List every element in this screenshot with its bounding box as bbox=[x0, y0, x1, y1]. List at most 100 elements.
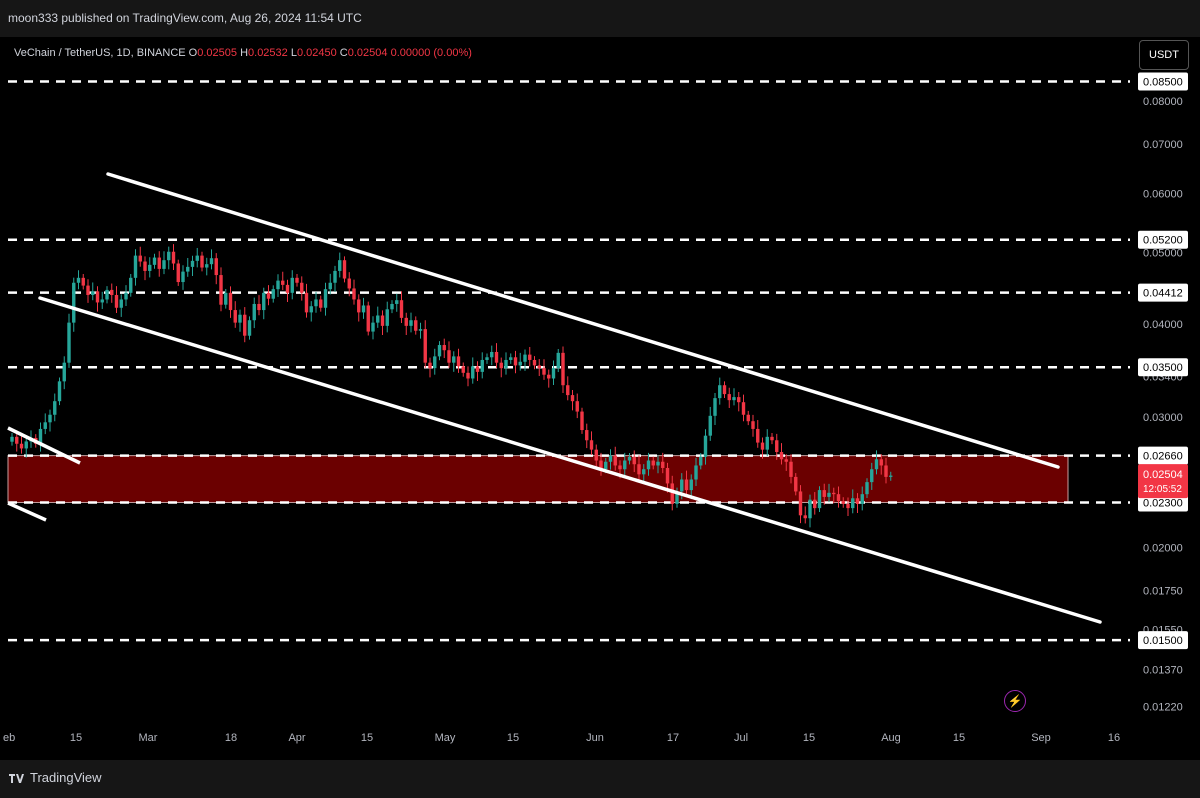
current-price-label: 0.02504 bbox=[1143, 469, 1183, 481]
candle bbox=[10, 432, 14, 446]
candle-body bbox=[855, 498, 860, 504]
candle-body bbox=[157, 257, 161, 269]
candle-body bbox=[675, 491, 679, 504]
candle bbox=[547, 369, 551, 388]
candle bbox=[803, 506, 807, 524]
candle bbox=[433, 348, 437, 375]
time-tick-label: 16 bbox=[1108, 732, 1120, 744]
candle-body bbox=[841, 501, 845, 504]
candle bbox=[832, 487, 836, 504]
candle bbox=[528, 346, 532, 367]
candle-body bbox=[238, 314, 242, 323]
candle-body bbox=[751, 421, 755, 429]
candle-body bbox=[770, 436, 774, 441]
candle bbox=[808, 494, 812, 528]
candle bbox=[594, 444, 598, 470]
lightning-icon[interactable]: ⚡ bbox=[1004, 690, 1026, 712]
candle bbox=[684, 470, 689, 496]
tradingview-logo[interactable]: TradingView bbox=[8, 770, 102, 785]
candle bbox=[870, 462, 874, 490]
candle bbox=[718, 377, 722, 405]
candle bbox=[456, 348, 461, 373]
candle-body bbox=[670, 483, 674, 504]
candle bbox=[846, 497, 850, 516]
candle bbox=[57, 377, 62, 406]
candle-body bbox=[494, 351, 499, 363]
candle-body bbox=[784, 459, 788, 462]
candle bbox=[119, 294, 123, 317]
candle bbox=[138, 246, 142, 267]
candle bbox=[504, 352, 508, 375]
price-chart[interactable]: 0.080000.070000.060000.050000.040000.034… bbox=[0, 37, 1200, 760]
candle-body bbox=[485, 357, 489, 360]
candle bbox=[228, 286, 233, 318]
candle-body bbox=[794, 476, 798, 492]
candle-body bbox=[594, 449, 598, 461]
candle-body bbox=[233, 310, 237, 323]
candle bbox=[713, 393, 717, 425]
candle bbox=[105, 286, 109, 304]
candle bbox=[775, 433, 779, 460]
candle-body bbox=[656, 461, 660, 466]
candle-body bbox=[642, 469, 646, 475]
candle-body bbox=[637, 464, 641, 475]
candle bbox=[157, 251, 161, 277]
candle-body bbox=[447, 350, 451, 363]
candle bbox=[328, 273, 332, 295]
time-tick-label: Jun bbox=[586, 732, 604, 744]
candle bbox=[760, 437, 765, 459]
candle-body bbox=[580, 411, 584, 431]
time-tick-label: 15 bbox=[953, 732, 965, 744]
candle-body bbox=[148, 264, 152, 271]
candle-body bbox=[466, 372, 470, 379]
candle bbox=[475, 361, 480, 382]
candle-body bbox=[152, 257, 157, 265]
candle-body bbox=[314, 299, 318, 307]
candle-body bbox=[775, 440, 779, 453]
candle bbox=[366, 301, 370, 336]
candle bbox=[661, 452, 665, 474]
time-tick-label: 15 bbox=[70, 732, 82, 744]
candle bbox=[233, 301, 237, 328]
candle bbox=[167, 246, 171, 270]
candle-body bbox=[271, 289, 275, 299]
time-tick-label: eb bbox=[3, 732, 15, 744]
candle bbox=[247, 316, 252, 340]
candle-body bbox=[860, 494, 864, 504]
candle-body bbox=[570, 395, 575, 402]
price-tick-label: 0.04000 bbox=[1143, 319, 1183, 331]
candle-body bbox=[171, 251, 176, 264]
time-tick-label: Mar bbox=[139, 732, 158, 744]
candle-body bbox=[67, 322, 71, 363]
candle-body bbox=[556, 352, 560, 369]
candle-body bbox=[461, 366, 465, 373]
candle bbox=[860, 486, 864, 511]
candle bbox=[798, 485, 803, 524]
price-tick-label: 0.01370 bbox=[1143, 664, 1183, 676]
candle-body bbox=[247, 320, 252, 336]
candle-body bbox=[827, 492, 831, 497]
candle-body bbox=[129, 277, 133, 293]
candle-body bbox=[870, 469, 874, 483]
candle bbox=[741, 394, 746, 422]
candle bbox=[214, 253, 218, 285]
candle bbox=[361, 297, 366, 319]
candle-body bbox=[295, 277, 299, 283]
candle-body bbox=[380, 315, 385, 326]
currency-button[interactable]: USDT bbox=[1139, 40, 1189, 70]
candle-body bbox=[281, 280, 285, 285]
candle bbox=[817, 486, 822, 513]
candle bbox=[72, 277, 76, 332]
candle-body bbox=[257, 303, 261, 311]
candle-body bbox=[209, 258, 214, 265]
candle-body bbox=[817, 490, 822, 509]
candle bbox=[91, 282, 95, 301]
candle bbox=[518, 352, 522, 371]
candle bbox=[884, 457, 888, 484]
candle bbox=[651, 456, 655, 470]
candle bbox=[874, 450, 879, 475]
candle bbox=[789, 454, 793, 484]
level-badge bbox=[1138, 283, 1188, 302]
candle-body bbox=[366, 305, 370, 332]
candle-body bbox=[765, 436, 769, 450]
